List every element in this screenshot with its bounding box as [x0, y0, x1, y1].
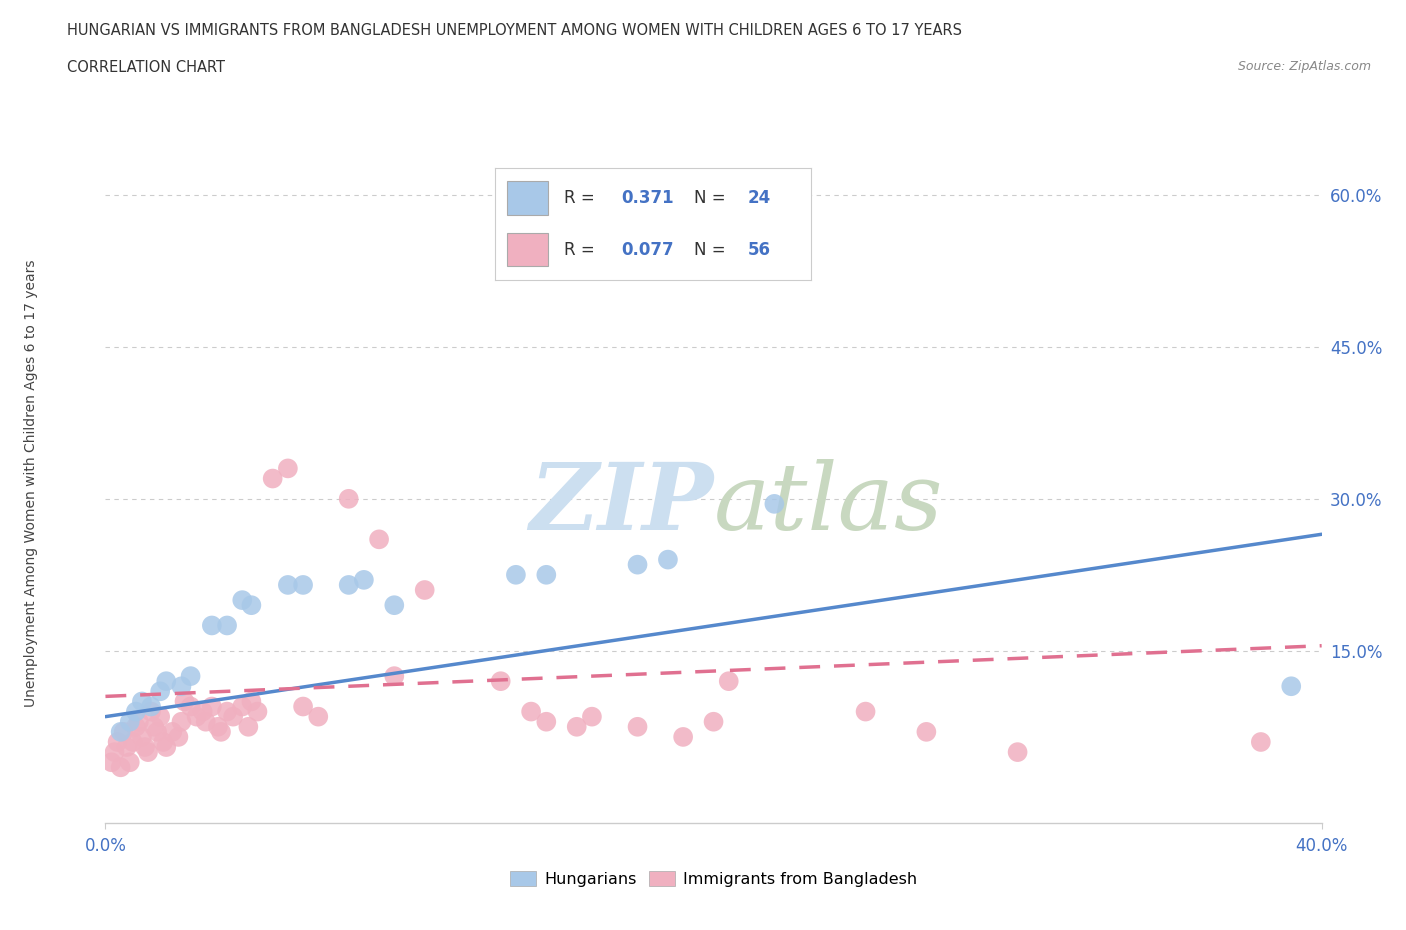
Point: [382, 598, 405, 613]
Text: atlas: atlas: [713, 459, 943, 549]
Point: [702, 714, 725, 729]
Point: [118, 755, 141, 770]
Point: [118, 714, 141, 729]
Point: [292, 699, 315, 714]
Point: [915, 724, 938, 739]
Point: [186, 710, 208, 724]
Text: ZIP: ZIP: [529, 459, 713, 549]
Point: [246, 704, 269, 719]
Point: [353, 573, 375, 588]
Point: [505, 567, 527, 582]
Point: [207, 719, 229, 734]
Point: [155, 739, 177, 754]
Point: [1007, 745, 1029, 760]
Point: [194, 714, 217, 729]
Point: [520, 704, 543, 719]
Point: [112, 724, 135, 739]
Point: [170, 714, 193, 729]
Point: [717, 673, 740, 688]
Point: [180, 699, 202, 714]
Point: [131, 694, 153, 709]
Point: [489, 673, 512, 688]
Point: [131, 729, 153, 744]
Point: [217, 704, 239, 719]
Text: HUNGARIAN VS IMMIGRANTS FROM BANGLADESH UNEMPLOYMENT AMONG WOMEN WITH CHILDREN A: HUNGARIAN VS IMMIGRANTS FROM BANGLADESH …: [67, 23, 963, 38]
Point: [238, 719, 260, 734]
Point: [170, 679, 193, 694]
Point: [149, 684, 172, 698]
Point: [368, 532, 391, 547]
Point: [180, 669, 202, 684]
Point: [292, 578, 315, 592]
Point: [115, 739, 138, 754]
Point: [139, 704, 162, 719]
Point: [155, 673, 177, 688]
Point: [173, 694, 195, 709]
Point: [1279, 679, 1302, 694]
Point: [337, 578, 360, 592]
Point: [277, 461, 299, 476]
Point: [626, 719, 648, 734]
Point: [240, 598, 263, 613]
Point: [240, 694, 263, 709]
Point: [125, 719, 148, 734]
Point: [121, 735, 143, 750]
Point: [262, 472, 284, 486]
Point: [143, 719, 166, 734]
Point: [139, 699, 162, 714]
Text: CORRELATION CHART: CORRELATION CHART: [67, 60, 225, 75]
Point: [626, 557, 648, 572]
Point: [672, 729, 695, 744]
Point: [217, 618, 239, 633]
Point: [581, 710, 603, 724]
Point: [565, 719, 588, 734]
Point: [125, 704, 148, 719]
Point: [110, 724, 132, 739]
Point: [222, 710, 245, 724]
Text: Unemployment Among Women with Children Ages 6 to 17 years: Unemployment Among Women with Children A…: [24, 259, 38, 708]
Point: [536, 567, 558, 582]
Point: [763, 497, 786, 512]
Point: [100, 755, 122, 770]
Point: [128, 714, 150, 729]
Point: [231, 592, 253, 607]
Point: [337, 491, 360, 506]
Point: [201, 618, 224, 633]
Legend: Hungarians, Immigrants from Bangladesh: Hungarians, Immigrants from Bangladesh: [503, 864, 924, 893]
Point: [103, 745, 125, 760]
Point: [277, 578, 299, 592]
Point: [657, 552, 679, 567]
Point: [162, 724, 184, 739]
Text: Source: ZipAtlas.com: Source: ZipAtlas.com: [1237, 60, 1371, 73]
Point: [1250, 735, 1272, 750]
Point: [413, 582, 436, 597]
Point: [209, 724, 232, 739]
Point: [167, 729, 190, 744]
Point: [136, 745, 159, 760]
Point: [536, 714, 558, 729]
Point: [382, 669, 405, 684]
Point: [134, 739, 156, 754]
Point: [231, 699, 253, 714]
Point: [191, 704, 214, 719]
Point: [307, 710, 329, 724]
Point: [110, 760, 132, 775]
Point: [107, 735, 129, 750]
Point: [201, 699, 224, 714]
Point: [146, 724, 169, 739]
Point: [152, 735, 174, 750]
Point: [149, 710, 172, 724]
Point: [855, 704, 877, 719]
